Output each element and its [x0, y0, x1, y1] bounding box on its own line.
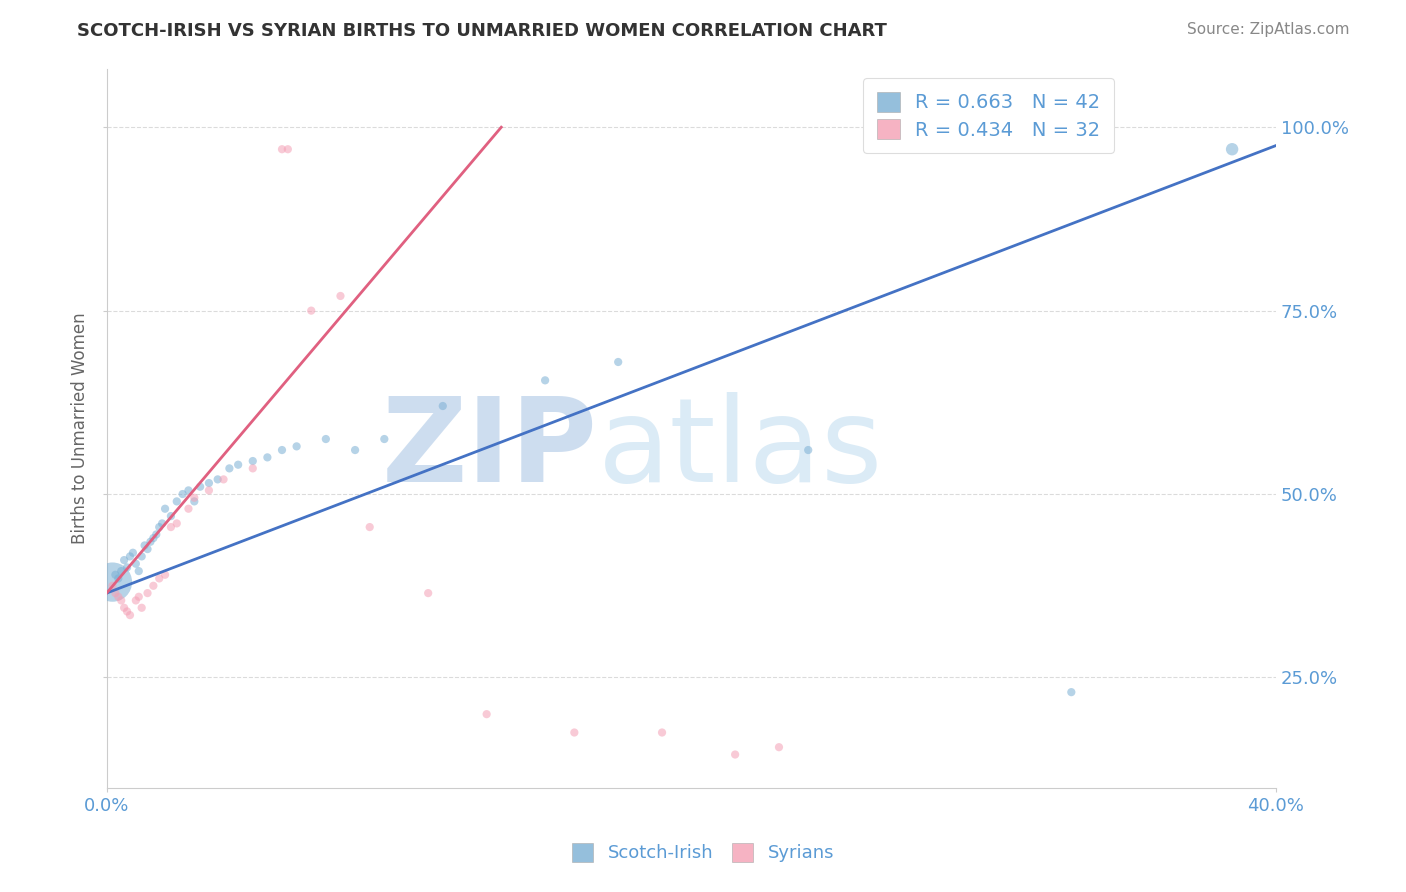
- Point: [651, 725, 673, 739]
- Point: [112, 553, 135, 567]
- Point: [166, 494, 188, 508]
- Legend: Scotch-Irish, Syrians: Scotch-Irish, Syrians: [565, 836, 841, 870]
- Point: [607, 355, 630, 369]
- Point: [125, 593, 148, 607]
- Point: [107, 571, 129, 585]
- Point: [153, 501, 176, 516]
- Point: [104, 586, 127, 600]
- Point: [110, 593, 132, 607]
- Point: [768, 740, 790, 755]
- Legend: R = 0.663   N = 42, R = 0.434   N = 32: R = 0.663 N = 42, R = 0.434 N = 32: [863, 78, 1114, 153]
- Point: [118, 549, 141, 564]
- Point: [148, 571, 170, 585]
- Point: [256, 450, 278, 465]
- Point: [218, 461, 240, 475]
- Text: atlas: atlas: [598, 392, 883, 507]
- Point: [118, 608, 141, 623]
- Point: [107, 590, 129, 604]
- Point: [198, 476, 221, 491]
- Point: [131, 600, 153, 615]
- Point: [172, 487, 194, 501]
- Point: [724, 747, 747, 762]
- Text: Source: ZipAtlas.com: Source: ZipAtlas.com: [1187, 22, 1350, 37]
- Point: [160, 520, 183, 534]
- Point: [277, 142, 299, 156]
- Point: [1060, 685, 1083, 699]
- Point: [177, 501, 200, 516]
- Point: [797, 443, 820, 458]
- Point: [148, 520, 170, 534]
- Point: [131, 549, 153, 564]
- Point: [299, 303, 322, 318]
- Point: [128, 564, 150, 578]
- Point: [104, 567, 127, 582]
- Point: [212, 472, 235, 486]
- Point: [142, 531, 165, 545]
- Point: [359, 520, 381, 534]
- Point: [373, 432, 395, 446]
- Point: [177, 483, 200, 498]
- Point: [153, 567, 176, 582]
- Point: [475, 707, 498, 722]
- Point: [134, 538, 156, 552]
- Point: [115, 604, 138, 618]
- Point: [285, 439, 308, 453]
- Point: [136, 542, 159, 557]
- Point: [142, 579, 165, 593]
- Point: [242, 461, 264, 475]
- Point: [315, 432, 337, 446]
- Point: [136, 586, 159, 600]
- Point: [183, 491, 205, 505]
- Point: [139, 534, 162, 549]
- Text: ZIP: ZIP: [382, 392, 598, 507]
- Point: [432, 399, 454, 413]
- Point: [534, 373, 557, 387]
- Point: [166, 516, 188, 531]
- Point: [418, 586, 440, 600]
- Point: [226, 458, 249, 472]
- Point: [145, 527, 167, 541]
- Text: SCOTCH-IRISH VS SYRIAN BIRTHS TO UNMARRIED WOMEN CORRELATION CHART: SCOTCH-IRISH VS SYRIAN BIRTHS TO UNMARRI…: [77, 22, 887, 40]
- Point: [150, 516, 173, 531]
- Point: [128, 590, 150, 604]
- Point: [562, 725, 585, 739]
- Point: [188, 480, 211, 494]
- Point: [115, 560, 138, 574]
- Point: [160, 509, 183, 524]
- Point: [198, 483, 221, 498]
- Point: [110, 564, 132, 578]
- Point: [207, 472, 229, 486]
- Point: [125, 557, 148, 571]
- Point: [242, 454, 264, 468]
- Point: [329, 289, 352, 303]
- Point: [101, 575, 124, 590]
- Point: [112, 600, 135, 615]
- Y-axis label: Births to Unmarried Women: Births to Unmarried Women: [72, 312, 89, 544]
- Point: [344, 443, 367, 458]
- Point: [271, 443, 294, 458]
- Point: [101, 579, 124, 593]
- Point: [1220, 142, 1243, 156]
- Point: [122, 546, 145, 560]
- Point: [183, 494, 205, 508]
- Point: [271, 142, 294, 156]
